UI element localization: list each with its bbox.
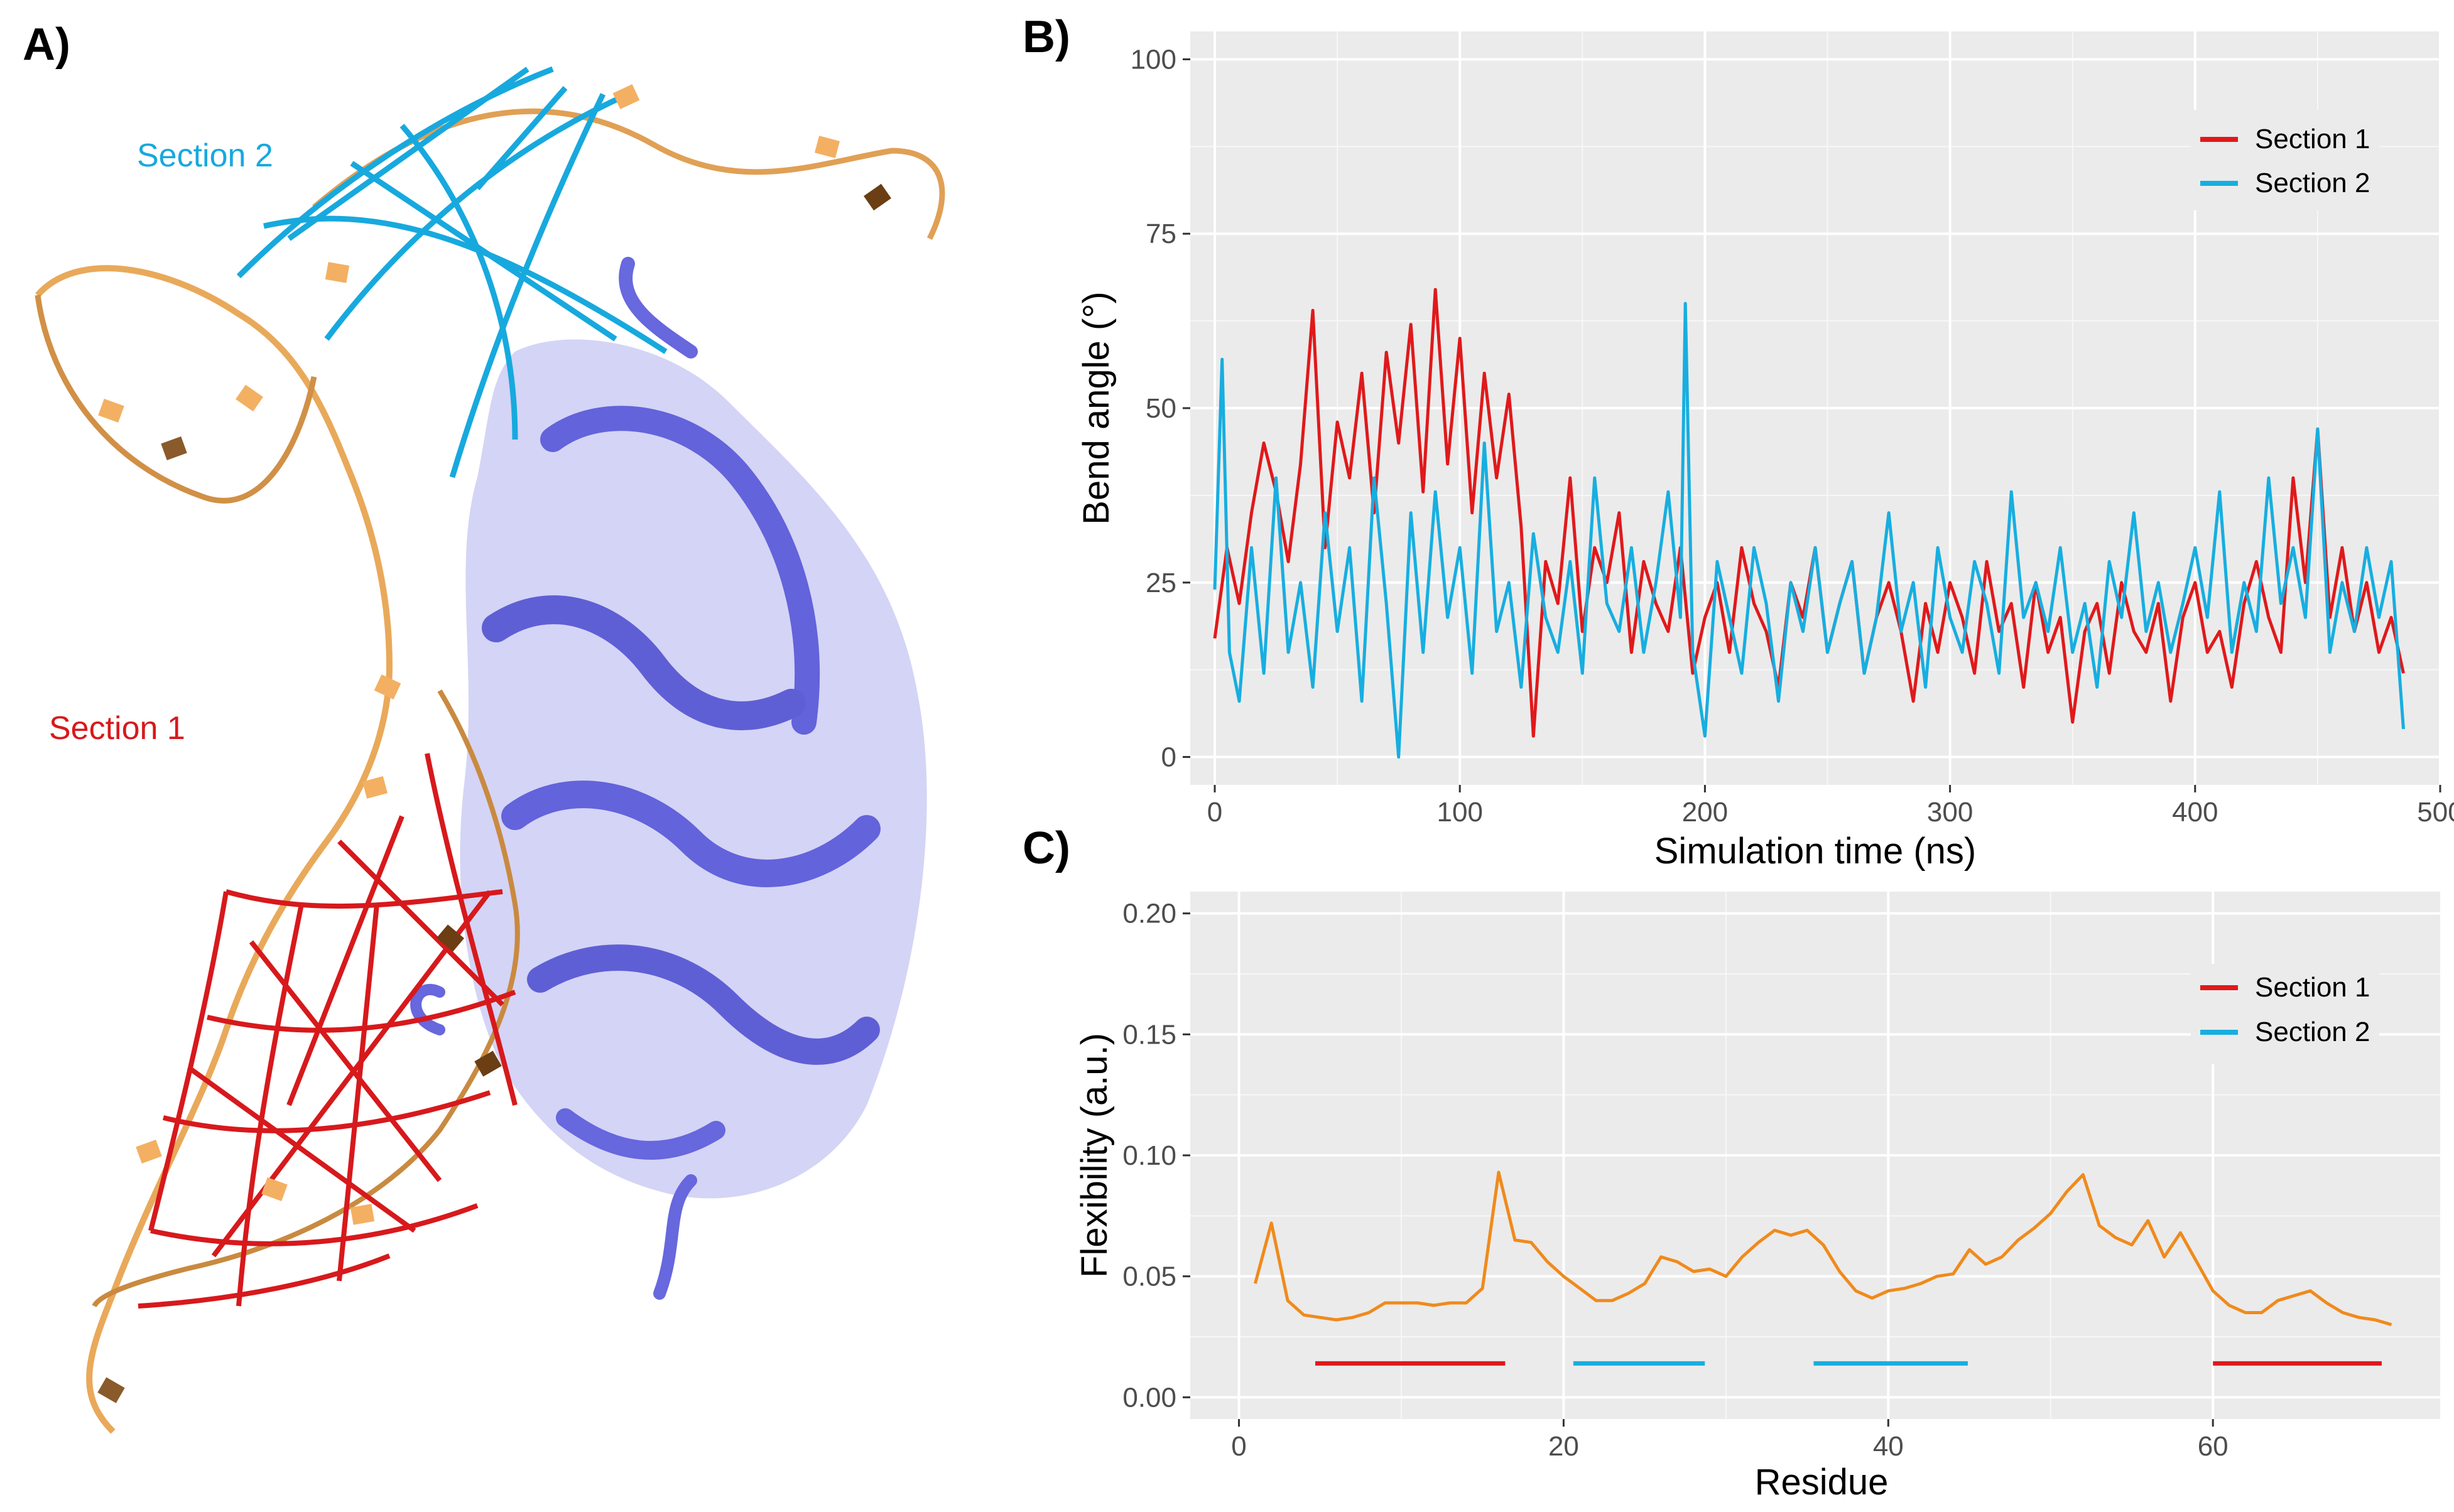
rna-backbone (35, 108, 945, 1434)
protein-ribbon (410, 257, 927, 1300)
chart-b-legend: Section 1 Section 2 (2191, 110, 2379, 210)
chart-c-plot-background (1190, 892, 2440, 1419)
section2-helix (236, 66, 668, 478)
chart-b-tick-label-x: 500 (2417, 797, 2454, 828)
chart-b-series-line-1 (1213, 288, 2405, 738)
panel-c-label: C) (1023, 823, 1070, 873)
chart-c-series-line-1 (1253, 1170, 2392, 1327)
panel-a-label: A) (23, 19, 70, 70)
chart-c-tick-label-x: 40 (1873, 1431, 1904, 1462)
chart-b-tick-label-x: 200 (1682, 797, 1728, 828)
chart-b-tick-label-y: 50 (1146, 393, 1176, 424)
chart-c-series (1253, 1170, 2392, 1327)
section1-structure-label: Section 1 (49, 710, 185, 747)
chart-c-xlabel: Residue (1755, 1462, 1889, 1503)
chart-b-series (1213, 288, 2405, 759)
chart-c-tick-label-y: 0.10 (1122, 1140, 1176, 1171)
chart-c-tick-label-x: 0 (1231, 1431, 1246, 1462)
panel-b-label: B) (1023, 12, 1070, 62)
chart-c-axes: 0 20 40 60 0.00 0.05 0.10 0.15 0.20 (1122, 899, 2228, 1462)
chart-b-tick-label-y: 25 (1146, 568, 1176, 598)
chart-b-xlabel: Simulation time (ns) (1654, 831, 1976, 872)
chart-c-tick-label-x: 20 (1548, 1431, 1579, 1462)
chart-b-grid (1190, 31, 2441, 785)
chart-b-tick-label-x: 300 (1927, 797, 1973, 828)
chart-c-legend: Section 1 Section 2 (2191, 964, 2379, 1064)
chart-b-tick-label-y: 75 (1146, 219, 1176, 249)
chart-c-tick-label-y: 0.05 (1122, 1261, 1176, 1292)
chart-b-tick-label-x: 400 (2172, 797, 2218, 828)
legend-b-label-section1: Section 1 (2255, 124, 2370, 154)
chart-c-tick-label-x: 60 (2198, 1431, 2229, 1462)
chart-b-axes: 0 100 200 300 400 500 0 25 50 75 100 (1131, 44, 2454, 828)
chart-b-tick-label-y: 0 (1161, 742, 1176, 773)
rna-bases (97, 84, 891, 1403)
legend-c-label-section2: Section 2 (2255, 1017, 2370, 1047)
chart-b-series-line-2 (1213, 301, 2405, 759)
chart-c-grid (1190, 892, 2440, 1419)
legend-c-label-section1: Section 1 (2255, 972, 2370, 1003)
chart-b-plot-background (1190, 31, 2440, 785)
chart-b-tick-label-x: 100 (1437, 797, 1483, 828)
chart-c-tick-label-y: 0.20 (1122, 899, 1176, 929)
chart-b-tick-label-x: 0 (1207, 797, 1222, 828)
chart-b-ylabel: Bend angle (°) (1076, 291, 1117, 524)
chart-c-tick-label-y: 0.15 (1122, 1019, 1176, 1050)
section2-structure-label: Section 2 (137, 138, 273, 174)
chart-c-ylabel: Flexibility (a.u.) (1074, 1033, 1115, 1278)
chart-c-tick-label-y: 0.00 (1122, 1382, 1176, 1413)
molecular-structure (35, 66, 945, 1434)
chart-b-tick-label-y: 100 (1131, 44, 1176, 75)
legend-b-label-section2: Section 2 (2255, 168, 2370, 198)
section1-helix (138, 753, 518, 1309)
